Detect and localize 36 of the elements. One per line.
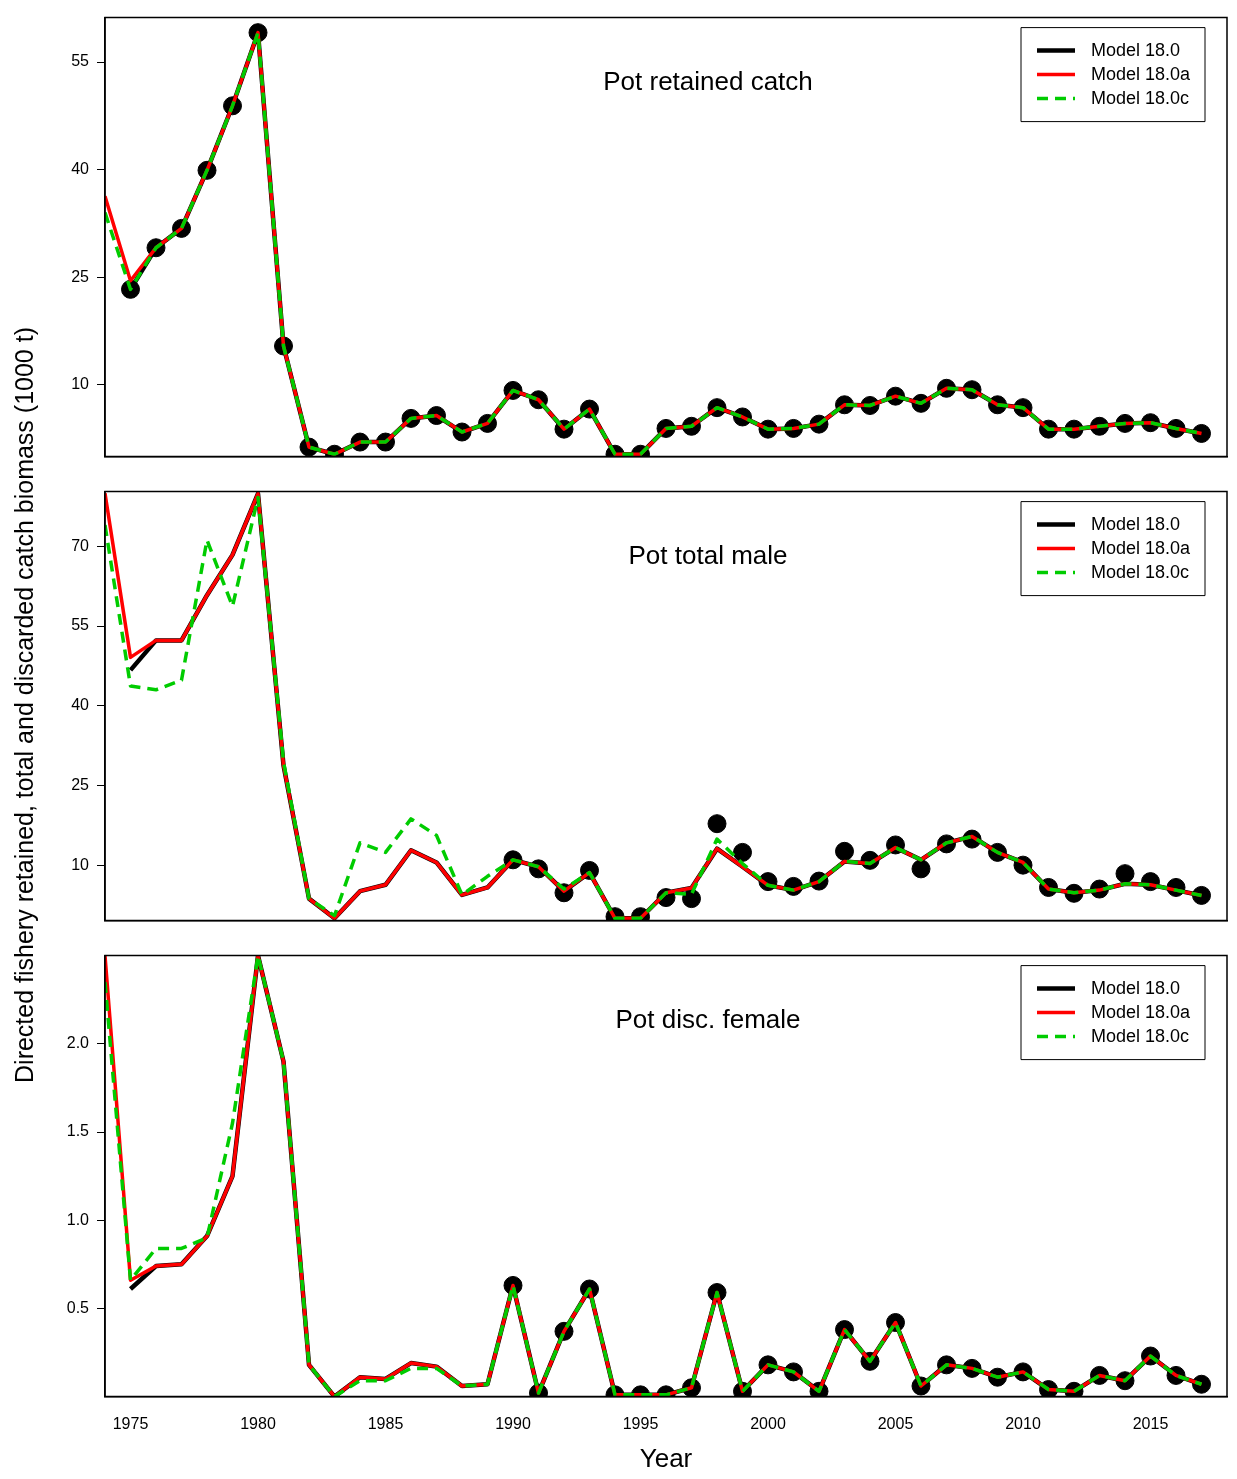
y-tick-label: 0.5 bbox=[66, 1298, 90, 1316]
x-tick-label: 1995 bbox=[622, 1414, 659, 1432]
text: Pot disc. female bbox=[615, 1003, 801, 1034]
x-tick-label: 2015 bbox=[1132, 1414, 1169, 1432]
y-tick-label: 25 bbox=[71, 267, 90, 285]
x-tick-label: 1980 bbox=[240, 1414, 276, 1432]
x-tick-label: 1985 bbox=[367, 1414, 404, 1432]
legend-label: Model 18.0c bbox=[1091, 1025, 1190, 1046]
y-tick-label: 10 bbox=[71, 855, 90, 873]
y-tick-label: 1.0 bbox=[66, 1210, 90, 1228]
y-tick-label: 40 bbox=[71, 160, 90, 178]
legend-label: Model 18.0c bbox=[1091, 561, 1190, 582]
legend-label: Model 18.0a bbox=[1091, 63, 1192, 84]
y-tick-label: 55 bbox=[71, 616, 90, 634]
y-tick-label: 55 bbox=[71, 52, 90, 70]
legend-label: Model 18.0 bbox=[1091, 977, 1181, 998]
y-tick-label: 40 bbox=[71, 696, 90, 714]
legend-label: Model 18.0 bbox=[1091, 513, 1181, 534]
x-axis-title: Year bbox=[639, 1442, 693, 1473]
y-tick-label: 1.5 bbox=[66, 1122, 90, 1140]
text: Pot retained catch bbox=[603, 65, 813, 96]
text: Pot total male bbox=[628, 539, 788, 570]
y-tick-label: 10 bbox=[71, 375, 90, 393]
y-tick-label: 70 bbox=[71, 536, 90, 554]
legend-label: Model 18.0a bbox=[1091, 537, 1192, 558]
legend-label: Model 18.0c bbox=[1091, 87, 1190, 108]
x-tick-label: 2005 bbox=[877, 1414, 914, 1432]
x-tick-label: 2010 bbox=[1005, 1414, 1041, 1432]
x-tick-label: 1990 bbox=[495, 1414, 531, 1432]
y-tick-label: 2.0 bbox=[66, 1034, 90, 1052]
legend-label: Model 18.0a bbox=[1091, 1001, 1192, 1022]
legend-label: Model 18.0 bbox=[1091, 39, 1181, 60]
x-tick-label: 2000 bbox=[750, 1414, 786, 1432]
y-tick-label: 25 bbox=[71, 775, 90, 793]
y-axis-title: Directed fishery retained, total and discarded catch biomass (1000 t) bbox=[9, 327, 39, 1083]
x-tick-label: 1975 bbox=[112, 1414, 149, 1432]
